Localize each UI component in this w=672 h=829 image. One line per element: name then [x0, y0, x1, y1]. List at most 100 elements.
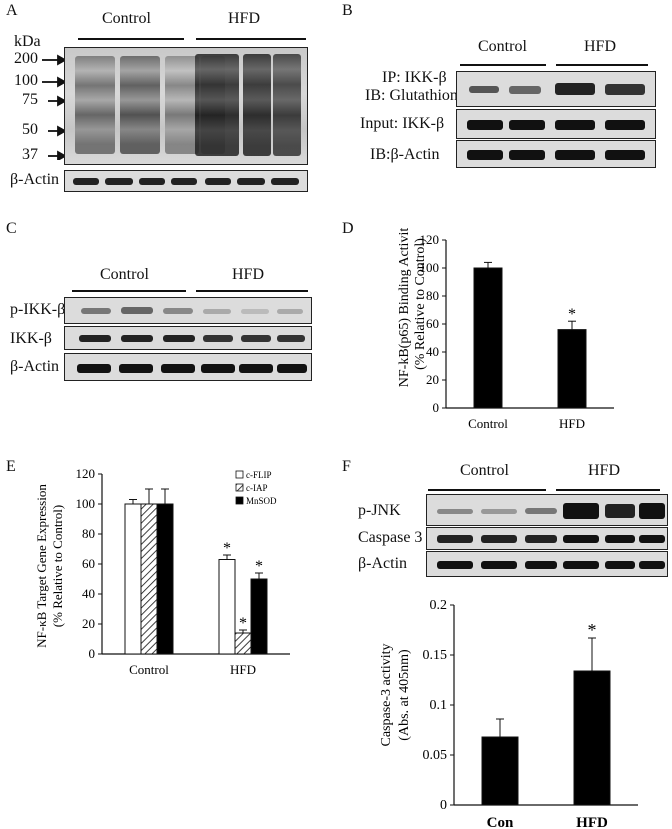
- group-line-control: [428, 489, 546, 491]
- bar: [140, 503, 158, 655]
- y-tick-label: 100: [420, 260, 440, 275]
- y-tick-label: 80: [426, 288, 439, 303]
- x-category-label: HFD: [230, 662, 256, 676]
- marker-arrows: [42, 54, 66, 160]
- x-category-label: HFD: [576, 815, 608, 829]
- significance-star: *: [239, 615, 247, 632]
- bar: [557, 329, 587, 409]
- bar: [573, 670, 611, 806]
- x-category-label: HFD: [559, 416, 585, 431]
- marker-100: 100: [14, 72, 38, 89]
- row-label-actin: IB:β-Actin: [370, 146, 440, 163]
- legend-label: c-FLIP: [246, 470, 272, 480]
- row-label-input: Input: IKK-β: [360, 115, 445, 132]
- group-line-control: [72, 290, 186, 292]
- row-label-actin: β-Actin: [358, 555, 408, 572]
- group-label-control: Control: [478, 38, 527, 55]
- y-tick-label: 60: [82, 556, 95, 571]
- group-line-hfd: [556, 489, 660, 491]
- legend-swatch: [235, 470, 244, 479]
- chart-f-ylabel-line1: Caspase-3 activity: [379, 643, 394, 746]
- bar: [218, 559, 236, 655]
- row-label-ib: IB: Glutathione: [365, 87, 465, 104]
- actin-blot-f: [426, 551, 668, 577]
- row-label-p-ikk: p-IKK-β: [10, 301, 66, 318]
- marker-200: 200: [14, 50, 38, 67]
- caspase3-blot: [426, 527, 668, 550]
- y-tick-label: 0.05: [423, 748, 448, 763]
- y-tick-label: 0: [433, 400, 440, 415]
- y-tick-label: 0.15: [423, 648, 448, 663]
- x-category-label: Control: [468, 416, 508, 431]
- legend-label: MnSOD: [246, 496, 277, 506]
- group-label-hfd: HFD: [584, 38, 617, 55]
- y-tick-label: 40: [82, 586, 95, 601]
- bar: [481, 736, 519, 806]
- y-tick-label: 0.1: [430, 698, 448, 713]
- bar: [250, 578, 268, 655]
- chart-d-ylabel: NF-kB(p65) Binding Activity (% Relative …: [397, 228, 428, 387]
- y-tick-label: 120: [420, 232, 440, 247]
- y-tick-label: 60: [426, 316, 439, 331]
- group-label-hfd: HFD: [228, 10, 261, 27]
- y-tick-label: 80: [82, 526, 95, 541]
- row-label-actin: β-Actin: [10, 358, 60, 375]
- p-ikk-blot: [64, 297, 312, 324]
- y-tick-label: 40: [426, 344, 439, 359]
- chart-d-ylabel-line2: (% Relative to Control): [413, 238, 428, 370]
- panel-b-label: B: [342, 2, 353, 19]
- actin-blot-b: [456, 140, 656, 168]
- group-label-control: Control: [102, 10, 151, 27]
- significance-star: *: [223, 540, 231, 557]
- significance-star: *: [568, 306, 576, 323]
- chart-e: NF-κB Target Gene Expression (% Relative…: [34, 466, 290, 676]
- y-tick-label: 0.2: [430, 598, 448, 613]
- chart-f-plot: 0 0.05 0.1 0.15 0.2 Con HFD *: [423, 598, 638, 829]
- actin-blot-a: [64, 170, 308, 192]
- legend-label: c-IAP: [246, 483, 268, 493]
- y-tick-label: 20: [82, 616, 95, 631]
- panel-f-label: F: [342, 458, 351, 475]
- bar: [234, 632, 252, 655]
- input-ikk-blot: [456, 109, 656, 139]
- chart-f-ylabel-line2: (Abs. at 405nm): [397, 649, 412, 741]
- bar: [124, 503, 142, 655]
- y-tick-label: 0: [440, 798, 447, 813]
- kda-label: kDa: [14, 33, 41, 50]
- row-label-caspase3: Caspase 3: [358, 529, 423, 546]
- group-line-hfd: [556, 64, 648, 66]
- chart-f: Caspase-3 activity (Abs. at 405nm) 0 0.05…: [379, 598, 638, 829]
- chart-e-plot: 0 20 40 60 80 100 120 Control HFD * * *: [76, 466, 290, 676]
- significance-star: *: [255, 558, 263, 575]
- group-label-control: Control: [100, 266, 149, 283]
- chart-d-plot: 0 20 40 60 80 100 120 Control HFD *: [420, 232, 614, 431]
- panel-a-label: A: [6, 2, 18, 19]
- bar: [473, 267, 503, 409]
- group-line-control: [78, 38, 184, 40]
- group-label-hfd: HFD: [588, 462, 621, 479]
- marker-37: 37: [22, 146, 38, 163]
- chart-d-ylabel-line1: NF-kB(p65) Binding Activity: [397, 228, 412, 387]
- group-line-hfd: [196, 38, 306, 40]
- panel-c-label: C: [6, 220, 17, 237]
- y-tick-label: 0: [89, 646, 96, 661]
- legend-swatch: [235, 483, 244, 492]
- y-tick-label: 20: [426, 372, 439, 387]
- glutathione-blot-image: [64, 47, 308, 165]
- ikk-glutathione-blot: [456, 71, 656, 107]
- row-label-ikk: IKK-β: [10, 330, 52, 347]
- chart-e-ylabel-line1: NF-κB Target Gene Expression: [34, 484, 49, 648]
- group-line-control: [460, 64, 546, 66]
- row-label-b-actin-a: β-Actin: [10, 171, 60, 188]
- group-line-hfd: [196, 290, 308, 292]
- actin-blot-c: [64, 353, 312, 381]
- y-tick-label: 100: [76, 496, 96, 511]
- y-tick-label: 120: [76, 466, 96, 481]
- row-label-p-jnk: p-JNK: [358, 502, 401, 519]
- bar: [156, 503, 174, 655]
- significance-star: *: [588, 620, 597, 640]
- panel-d-label: D: [342, 220, 354, 237]
- chart-d: NF-kB(p65) Binding Activity (% Relative …: [397, 228, 614, 431]
- marker-50: 50: [22, 121, 38, 138]
- p-jnk-blot: [426, 494, 668, 526]
